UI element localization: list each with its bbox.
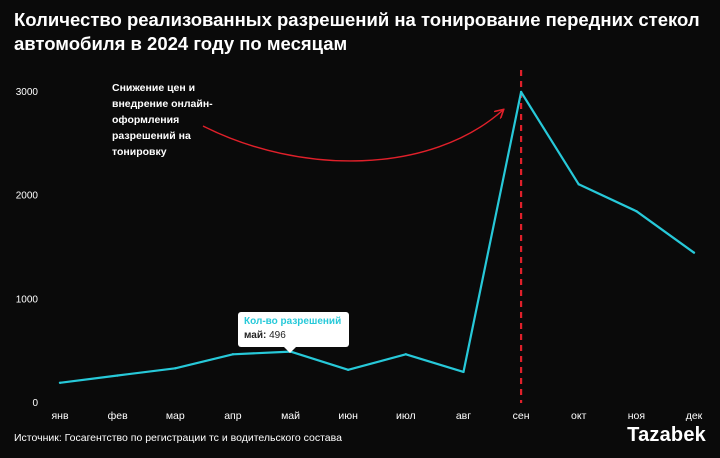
data-point[interactable] [692, 251, 696, 254]
x-tick-label: авг [456, 410, 471, 422]
y-tick-label: 0 [32, 398, 38, 409]
brand-logo: Tazabek [627, 424, 706, 446]
tooltip-month: май [244, 330, 263, 341]
x-tick-label: дек [686, 410, 703, 422]
x-tick-label: окт [571, 410, 587, 422]
annotation-arrow [202, 110, 503, 162]
series-line [59, 90, 695, 384]
x-tick-label: сен [513, 410, 530, 422]
data-point[interactable] [519, 90, 523, 94]
data-point[interactable] [635, 210, 638, 213]
y-tick-label: 3000 [16, 87, 39, 98]
data-point[interactable] [116, 374, 119, 377]
y-tick-label: 1000 [16, 294, 39, 305]
x-tick-label: июл [396, 410, 416, 422]
source-note: Источник: Госагентство по регистрации тс… [14, 432, 342, 444]
y-tick-label: 2000 [16, 191, 39, 202]
tooltip: Кол-во разрешений май: 496 [238, 312, 350, 353]
x-tick-label: май [281, 410, 300, 422]
x-axis: янв фев мар апр май июн июл авг сен окт ноя дек [51, 410, 702, 422]
data-point[interactable] [58, 381, 62, 384]
x-tick-label: ноя [628, 410, 645, 422]
data-point[interactable] [231, 353, 235, 356]
data-point[interactable] [346, 368, 350, 372]
x-tick-label: янв [51, 410, 68, 422]
annotation-text: Снижение цен и внедрение онлайн-оформлен… [112, 82, 213, 158]
x-tick-label: мар [166, 410, 185, 422]
x-tick-label: фев [108, 410, 128, 422]
x-tick-label: июн [338, 410, 358, 422]
data-point[interactable] [174, 367, 177, 370]
x-tick-label: апр [224, 410, 242, 422]
data-point[interactable] [404, 353, 408, 356]
chart-title: Количество реализованных разрешений на т… [14, 9, 700, 54]
y-axis: 0 1000 2000 3000 [16, 87, 39, 409]
data-point[interactable] [577, 183, 580, 186]
tooltip-series-label: Кол-во разрешений [244, 316, 342, 327]
data-point[interactable] [462, 370, 465, 374]
tooltip-value: 496 [269, 330, 286, 341]
